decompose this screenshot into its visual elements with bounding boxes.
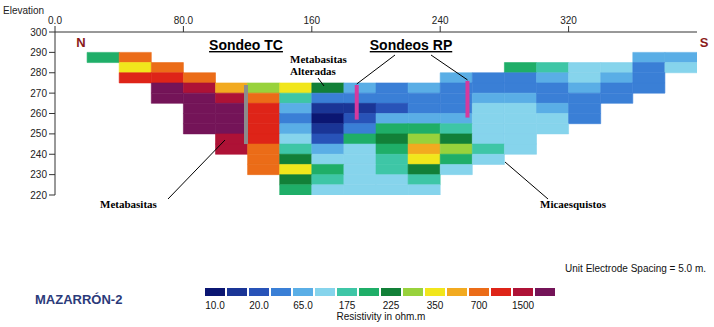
svg-text:160: 160 [303,15,320,26]
svg-text:700: 700 [471,300,488,311]
svg-text:Resistivity in ohm.m: Resistivity in ohm.m [337,311,426,322]
svg-text:Sondeos RP: Sondeos RP [370,37,452,53]
svg-text:230: 230 [30,169,47,180]
svg-text:260: 260 [30,108,47,119]
svg-text:270: 270 [30,88,47,99]
svg-text:10.0: 10.0 [205,300,225,311]
svg-text:300: 300 [30,27,47,38]
svg-text:250: 250 [30,128,47,139]
svg-text:Sondeo TC: Sondeo TC [209,37,283,53]
svg-text:Metabasitas: Metabasitas [100,198,158,210]
svg-text:MAZARRÓN-2: MAZARRÓN-2 [35,292,122,307]
svg-text:20.0: 20.0 [249,300,269,311]
svg-text:S: S [700,35,709,50]
svg-text:225: 225 [383,300,400,311]
svg-text:Micaesquistos: Micaesquistos [540,198,607,210]
svg-text:320: 320 [560,15,577,26]
svg-text:Unit Electrode Spacing = 5.0 m: Unit Electrode Spacing = 5.0 m. [565,263,706,274]
svg-text:MetabasitasAlteradas: MetabasitasAlteradas [290,53,348,77]
svg-text:80.0: 80.0 [174,15,194,26]
svg-text:0.0: 0.0 [48,15,62,26]
svg-text:65.0: 65.0 [293,300,313,311]
svg-text:Elevation: Elevation [3,5,44,16]
svg-text:350: 350 [427,300,444,311]
svg-text:290: 290 [30,47,47,58]
svg-text:175: 175 [339,300,356,311]
svg-text:N: N [76,35,85,50]
svg-text:240: 240 [30,149,47,160]
svg-text:240: 240 [432,15,449,26]
svg-text:1500: 1500 [512,300,535,311]
svg-text:220: 220 [30,190,47,201]
svg-text:280: 280 [30,67,47,78]
